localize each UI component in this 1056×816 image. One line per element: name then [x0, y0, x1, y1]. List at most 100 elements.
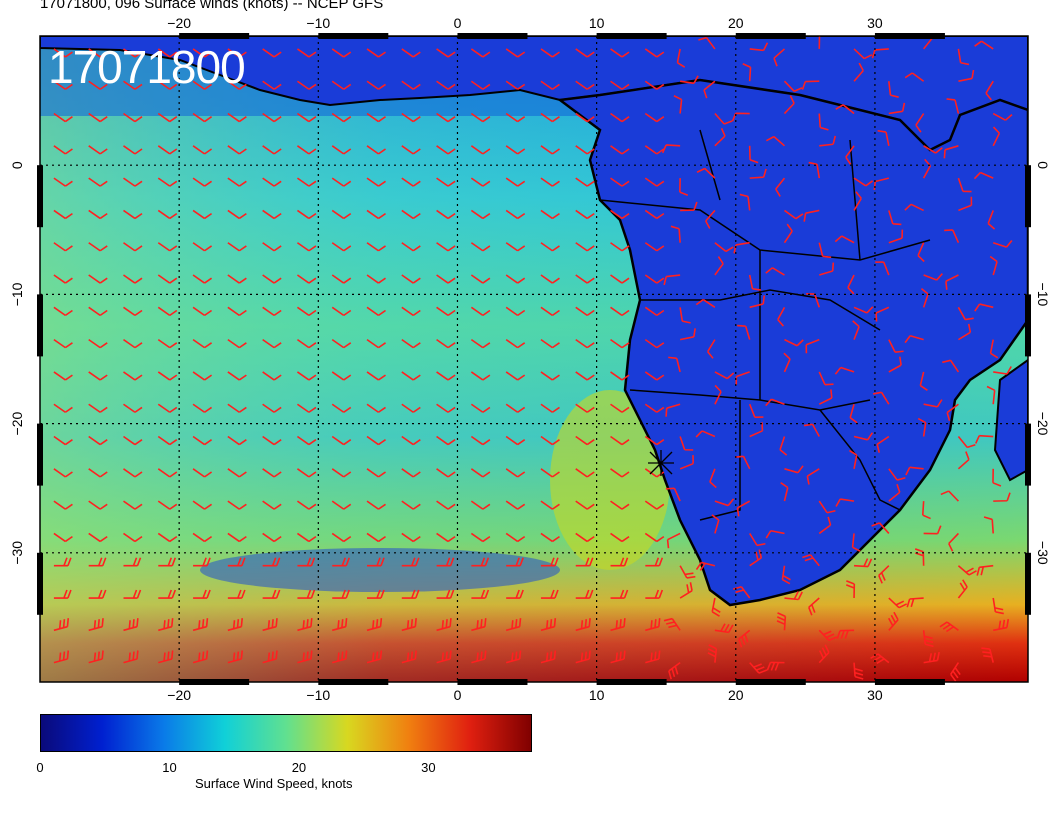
- wind-barb: [297, 650, 313, 664]
- wind-barb: [575, 650, 591, 664]
- wind-barb: [749, 422, 764, 438]
- wind-barb: [987, 210, 996, 230]
- wind-barb: [227, 435, 247, 446]
- wind-barb: [957, 48, 970, 66]
- wind-barb: [776, 612, 787, 631]
- wind-barb: [227, 532, 247, 543]
- wind-barb: [940, 490, 959, 502]
- wind-barb: [739, 193, 751, 211]
- wind-barb: [808, 161, 821, 179]
- wind-barb: [262, 145, 282, 155]
- wind-barb: [192, 209, 213, 220]
- wind-barb: [331, 242, 352, 252]
- wind-barb: [436, 112, 456, 123]
- wind-barb: [158, 589, 177, 599]
- axis-tick-labels: −20 −20 −10 −10 0 0 10 10 20 20 30 30 0 0 −10 −10 −20 −20…: [9, 15, 1051, 700]
- wind-barb: [157, 80, 178, 90]
- wind-barb: [53, 274, 73, 284]
- wind-barb: [946, 98, 960, 114]
- wind-barb: [401, 371, 421, 381]
- date-overlay-label: 17071800: [48, 41, 246, 93]
- wind-barb: [711, 514, 720, 534]
- wind-barb: [707, 339, 716, 359]
- wind-barb: [942, 359, 960, 373]
- wind-barb: [505, 306, 526, 317]
- wind-barb: [297, 557, 316, 567]
- wind-barb: [332, 650, 348, 664]
- colorbar-tick-label: 30: [421, 760, 436, 775]
- wind-barb: [847, 274, 855, 295]
- wind-barb: [845, 145, 855, 165]
- wind-barb: [470, 306, 491, 317]
- wind-barb: [157, 338, 178, 349]
- wind-barb: [818, 500, 836, 514]
- wind-barb: [53, 371, 73, 381]
- frame-tick: [318, 33, 389, 39]
- frame-tick: [596, 33, 667, 39]
- wind-barb: [471, 589, 490, 599]
- lat-tick-label-left: 0: [9, 161, 25, 169]
- wind-barb: [470, 177, 491, 187]
- wind-barb: [610, 145, 630, 155]
- wind-barb: [974, 40, 994, 50]
- wind-barb: [783, 80, 803, 93]
- wind-barb: [331, 468, 352, 478]
- wind-barb: [331, 306, 352, 317]
- wind-barb: [748, 403, 764, 419]
- wind-barb: [505, 48, 526, 58]
- wind-barb: [976, 564, 994, 576]
- wind-barb: [436, 177, 456, 187]
- wind-barb: [679, 328, 696, 341]
- wind-barb: [871, 48, 889, 59]
- frame-tick: [457, 679, 528, 685]
- wind-barb: [736, 500, 751, 517]
- wind-barb: [227, 500, 247, 510]
- wind-barb: [923, 273, 943, 281]
- wind-barb: [917, 417, 927, 437]
- wind-barb: [470, 274, 491, 284]
- wind-barb: [575, 242, 595, 252]
- wind-barb: [331, 435, 352, 446]
- wind-barb: [540, 532, 560, 543]
- wind-barb: [853, 191, 862, 211]
- lon-tick-label-top: 0: [454, 15, 462, 31]
- wind-barb: [610, 468, 630, 478]
- wind-barb: [575, 112, 595, 123]
- wind-barb: [401, 589, 420, 599]
- wind-barb: [88, 338, 108, 349]
- wind-barb: [53, 435, 73, 446]
- wind-barb: [645, 589, 664, 599]
- wind-barb: [505, 242, 526, 252]
- frame-tick: [1025, 552, 1031, 615]
- wind-barb: [921, 501, 931, 520]
- wind-barb: [436, 403, 456, 413]
- wind-barb: [958, 196, 973, 212]
- wind-barb: [192, 177, 213, 187]
- wind-barb: [332, 557, 350, 567]
- wind-barb: [53, 557, 72, 567]
- wind-barb: [436, 242, 456, 252]
- wind-barb: [679, 436, 694, 451]
- frame-tick: [735, 679, 806, 685]
- wind-barb: [471, 618, 487, 632]
- wind-barb: [993, 366, 1012, 375]
- wind-barb: [157, 500, 178, 510]
- lat-tick-label-left: −10: [9, 282, 25, 306]
- wind-barb: [993, 492, 1011, 502]
- wind-barb: [663, 617, 681, 631]
- wind-barb: [296, 242, 317, 252]
- wind-barb: [915, 113, 925, 133]
- wind-barb: [610, 500, 630, 510]
- lon-tick-label-top: −20: [167, 15, 191, 31]
- wind-barb: [974, 303, 994, 312]
- frame-tick: [318, 679, 389, 685]
- wind-barb: [818, 242, 832, 259]
- wind-barb: [714, 256, 724, 276]
- wind-barb: [157, 145, 178, 155]
- wind-barb: [331, 80, 352, 90]
- wind-barb: [192, 532, 213, 543]
- wind-barb: [575, 48, 595, 58]
- wind-barb: [540, 80, 560, 90]
- wind-barb: [714, 127, 726, 147]
- wind-barb: [714, 242, 734, 253]
